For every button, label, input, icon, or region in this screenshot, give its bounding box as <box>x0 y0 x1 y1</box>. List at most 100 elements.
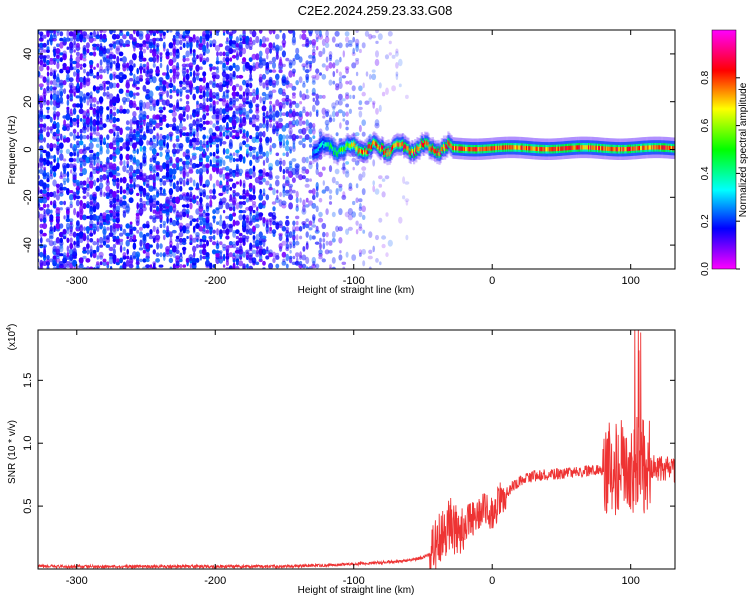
spectrogram-noise-cell <box>122 165 127 173</box>
spectrogram-noise-cell <box>235 149 240 154</box>
spectrogram-noise-cell <box>69 225 73 233</box>
spectrogram-noise-cell <box>288 188 293 195</box>
spectrogram-noise-cell <box>238 41 243 49</box>
spectrogram-noise-cell <box>275 99 280 107</box>
spectrogram-noise-cell <box>132 116 137 124</box>
spectrogram-noise-cell <box>322 115 326 119</box>
spectrogram-noise-cell <box>242 79 247 86</box>
spectrogram-noise-cell <box>138 202 144 209</box>
spectrogram-noise-cell <box>254 223 260 229</box>
spectrogram-noise-cell <box>155 160 161 165</box>
spectrogram-noise-cell <box>128 165 134 173</box>
spectrogram-noise-cell <box>272 61 276 69</box>
spectrogram-noise-cell <box>307 30 314 35</box>
spectrogram-noise-cell <box>261 248 267 256</box>
spectrogram-noise-cell <box>328 54 333 60</box>
spectrogram-noise-cell <box>73 144 76 148</box>
spectrogram-noise-cell <box>295 119 300 127</box>
spectrogram-noise-cell <box>133 94 136 100</box>
spectrogram-noise-cell <box>239 34 243 39</box>
spectrogram-noise-cell <box>301 30 307 34</box>
spectrogram-noise-cell <box>55 222 61 230</box>
spectrogram-noise-cell <box>165 99 170 107</box>
spectrogram-noise-cell <box>171 163 177 169</box>
spectrogram-noise-cell <box>79 102 83 109</box>
spectrogram-noise-cell <box>215 30 220 33</box>
spectrogram-line-cell <box>377 144 380 150</box>
spectrogram-noise-cell <box>274 197 280 204</box>
spectrogram-noise-cell <box>99 160 103 165</box>
spectrogram-noise-cell <box>272 257 276 263</box>
spectrogram-noise-cell <box>351 85 356 92</box>
spectrogram-noise-cell <box>195 146 200 151</box>
spectrogram-noise-cell <box>208 127 213 135</box>
spectrogram-noise-cell <box>212 91 217 97</box>
spectrogram-noise-cell <box>76 123 80 128</box>
spectrogram-noise-cell <box>355 30 359 33</box>
spectrogram-noise-cell <box>205 163 210 169</box>
spectrogram-noise-cell <box>285 215 289 219</box>
spectrogram-noise-cell <box>275 73 280 81</box>
spectrogram-noise-cell <box>172 251 176 258</box>
spectrogram-noise-cell <box>275 221 280 226</box>
spectrogram-noise-cell <box>258 73 263 80</box>
spectrogram-noise-cell <box>228 139 233 147</box>
spectrogram-noise-cell <box>332 117 336 122</box>
spectrogram-noise-cell <box>156 189 160 195</box>
spectrogram-noise-cell <box>358 48 362 54</box>
spectrogram-noise-cell <box>372 180 376 186</box>
spectrogram-noise-cell <box>62 62 67 68</box>
spectrogram-noise-cell <box>261 43 267 48</box>
colorbar-tick-label: 0.2 <box>700 214 711 228</box>
spectrogram-noise-cell <box>229 126 233 131</box>
spectrogram-noise-cell <box>262 114 266 120</box>
spectrogram-noise-cell <box>222 62 227 69</box>
spectrogram-noise-cell <box>258 131 264 137</box>
spectrogram-noise-cell <box>352 132 355 137</box>
spectrogram-noise-cell <box>305 168 310 175</box>
spectrogram-noise-cell <box>92 137 97 142</box>
spectrogram-noise-cell <box>203 148 206 154</box>
spectrogram-noise-cell <box>215 250 220 254</box>
spectrogram-noise-cell <box>175 238 181 243</box>
spectrogram-noise-cell <box>219 159 223 167</box>
spectrogram-noise-cell <box>261 105 267 112</box>
spectrogram-noise-cell <box>142 84 147 92</box>
spectrogram-noise-cell <box>234 64 240 72</box>
spectrogram-noise-cell <box>228 106 233 111</box>
spectrogram-noise-cell <box>132 37 137 43</box>
spectrogram-noise-cell <box>142 63 147 68</box>
spectrogram-noise-cell <box>402 176 406 184</box>
spectrogram-noise-cell <box>215 179 220 187</box>
spectrogram-noise-cell <box>159 223 163 229</box>
spectrogram-noise-cell <box>69 190 74 194</box>
spectrogram-noise-cell <box>82 135 87 140</box>
spectrogram-line-cell <box>624 147 627 152</box>
spectrogram-noise-cell <box>181 63 187 68</box>
spectrogram-noise-cell <box>361 205 367 213</box>
spectrogram-noise-cell <box>113 30 116 34</box>
spectrogram-noise-cell <box>371 100 376 105</box>
spectrogram-noise-cell <box>268 170 273 179</box>
spectrogram-noise-cell <box>238 126 244 131</box>
spectrogram-noise-cell <box>85 226 91 232</box>
spectrogram-noise-cell <box>169 89 173 94</box>
spectrogram-noise-cell <box>156 133 160 141</box>
spectrogram-noise-cell <box>302 246 306 252</box>
spectrogram-noise-cell <box>111 166 117 171</box>
spectrogram-noise-cell <box>276 189 279 194</box>
spectrogram-noise-cell <box>42 158 47 162</box>
spectrogram-noise-cell <box>252 185 256 193</box>
spectrogram-noise-cell <box>252 225 256 233</box>
spectrogram-noise-cell <box>225 40 230 45</box>
spectrogram-noise-cell <box>66 30 70 38</box>
spectrogram-noise-cell <box>141 200 147 206</box>
spectrogram-noise-cell <box>115 74 121 80</box>
spectrogram-noise-cell <box>218 82 224 89</box>
spectrogram-noise-cell <box>82 117 87 123</box>
spectrogram-noise-cell <box>258 231 263 238</box>
spectrogram-noise-cell <box>75 179 80 187</box>
spectrogram-noise-cell <box>345 36 350 43</box>
spectrogram-noise-cell <box>162 188 166 195</box>
spectrogram-noise-cell <box>149 163 153 168</box>
